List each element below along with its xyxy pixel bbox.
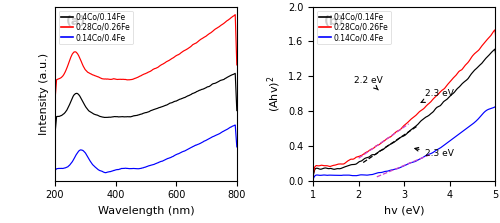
Text: (a): (a) [66, 15, 86, 28]
Y-axis label: Intensity (a.u.): Intensity (a.u.) [40, 53, 50, 135]
Text: 2.2 eV: 2.2 eV [354, 76, 383, 90]
Text: (b): (b) [324, 15, 344, 28]
Text: 2.3 eV: 2.3 eV [421, 89, 454, 102]
Legend: 0.4Co/0.14Fe, 0.28Co/0.26Fe, 0.14Co/0.4Fe: 0.4Co/0.14Fe, 0.28Co/0.26Fe, 0.14Co/0.4F… [59, 10, 132, 44]
Text: 2.3 eV: 2.3 eV [415, 147, 454, 158]
X-axis label: hv (eV): hv (eV) [384, 206, 424, 216]
Legend: 0.4Co/0.14Fe, 0.28Co/0.26Fe, 0.14Co/0.4Fe: 0.4Co/0.14Fe, 0.28Co/0.26Fe, 0.14Co/0.4F… [317, 10, 391, 44]
Y-axis label: (Ahv)$^2$: (Ahv)$^2$ [265, 76, 282, 112]
X-axis label: Wavelength (nm): Wavelength (nm) [98, 206, 194, 216]
